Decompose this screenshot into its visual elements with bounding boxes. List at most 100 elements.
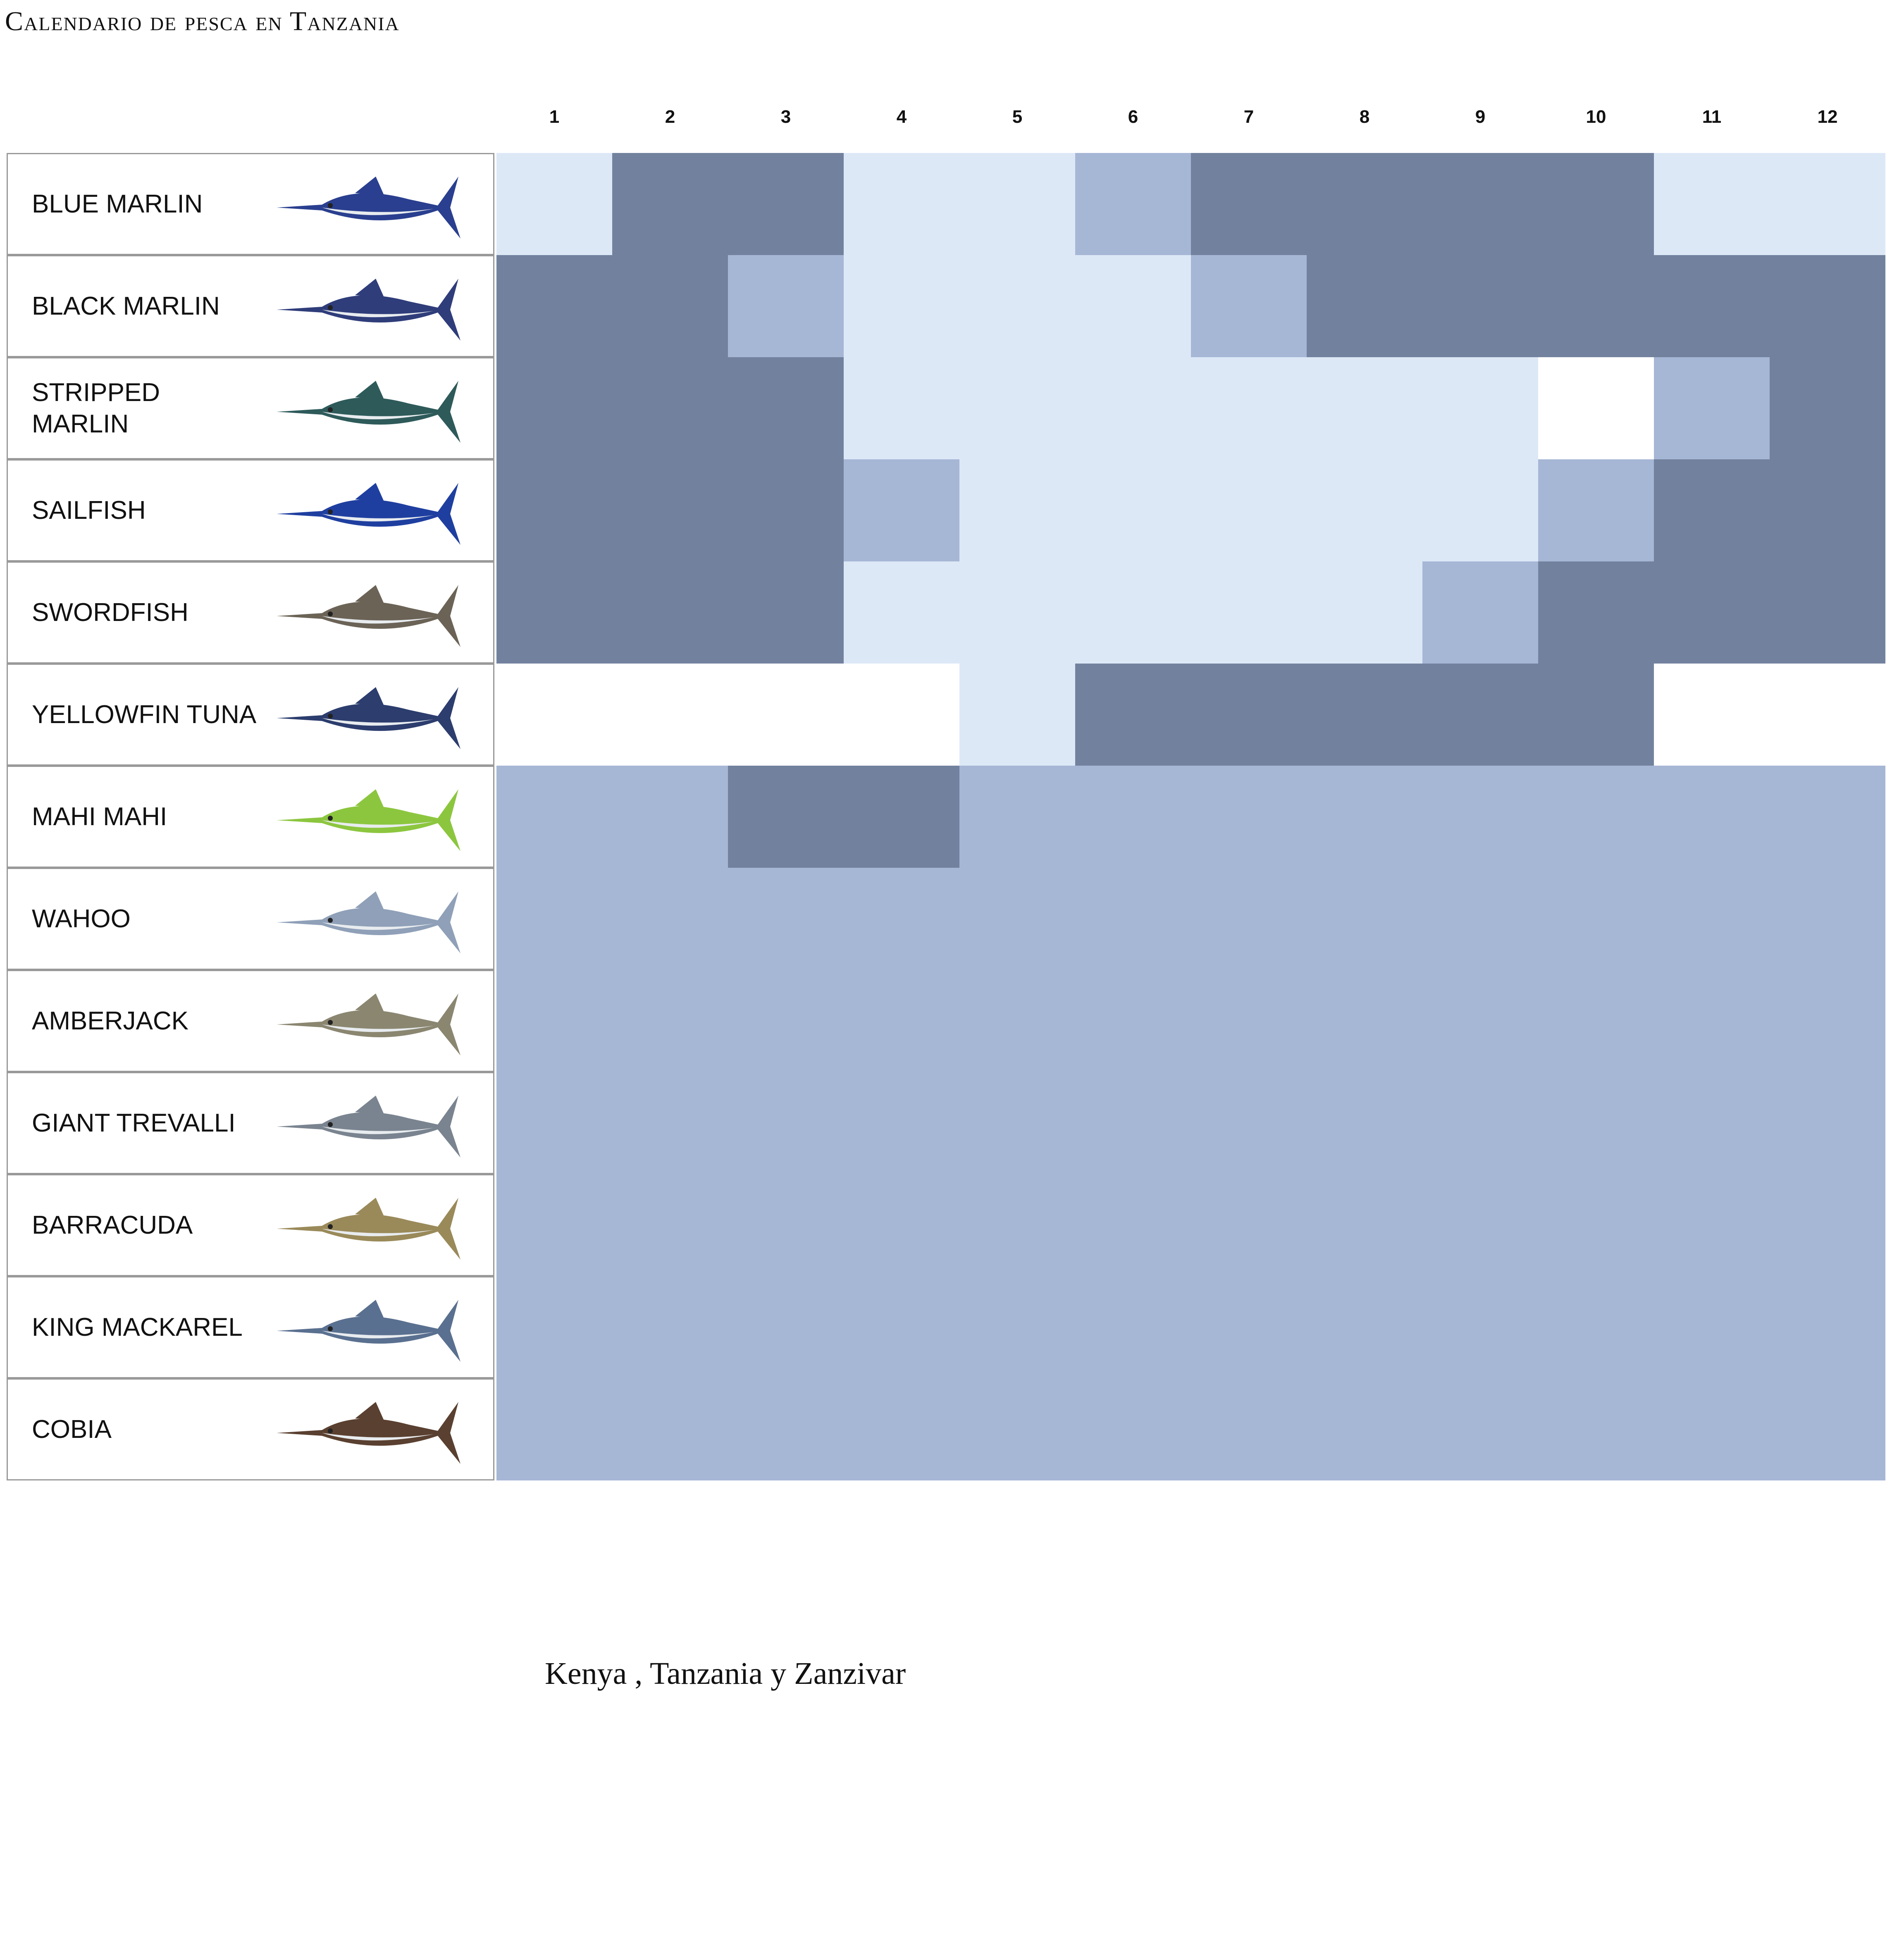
month-label: 2 — [665, 107, 675, 127]
heatmap-cell — [1191, 1072, 1307, 1174]
heatmap-cell — [1654, 868, 1770, 970]
heatmap-cell — [1075, 255, 1191, 357]
heatmap-cell — [1307, 868, 1422, 970]
species-row-label: BLACK MARLIN — [7, 255, 494, 357]
heatmap-cell — [1307, 664, 1422, 766]
heatmap-cell — [1770, 868, 1885, 970]
heatmap-cell — [1191, 766, 1307, 868]
heatmap-cell — [612, 766, 728, 868]
species-row-label: SAILFISH — [7, 459, 494, 561]
heatmap-cell — [1307, 1072, 1422, 1174]
heatmap-cell — [1191, 1378, 1307, 1480]
heatmap-cell — [496, 459, 612, 561]
species-name: BLUE MARLIN — [32, 189, 203, 218]
species-name: MAHI MAHI — [32, 802, 167, 831]
heatmap-cell — [1191, 255, 1307, 357]
month-label: 11 — [1702, 107, 1722, 127]
heatmap-cell — [1538, 153, 1654, 255]
month-label: 6 — [1128, 107, 1138, 127]
month-label: 8 — [1359, 107, 1370, 127]
heatmap-cell — [1307, 1174, 1422, 1276]
heatmap-cell — [1770, 1378, 1885, 1480]
heatmap-cell — [612, 1378, 728, 1480]
heatmap-cell — [1654, 970, 1770, 1072]
fish-illustration-icon — [277, 585, 460, 647]
species-name: WAHOO — [32, 904, 131, 933]
heatmap-cell — [1654, 1378, 1770, 1480]
fish-illustration-icon — [277, 1300, 460, 1362]
month-label: 1 — [549, 107, 560, 127]
month-label: 3 — [780, 107, 791, 127]
heatmap-cell — [1654, 357, 1770, 459]
heatmap-cell — [1075, 1276, 1191, 1378]
heatmap-cell — [612, 1072, 728, 1174]
heatmap-cell — [612, 357, 728, 459]
heatmap-cell — [1075, 664, 1191, 766]
heatmap-cell — [612, 1174, 728, 1276]
heatmap-cell — [959, 459, 1075, 561]
species-name: SWORDFISH — [32, 598, 188, 627]
heatmap-cell — [612, 868, 728, 970]
heatmap-cell — [844, 1174, 959, 1276]
heatmap-cell — [1770, 459, 1885, 561]
heatmap-cell — [1307, 970, 1422, 1072]
heatmap-cell — [1307, 153, 1422, 255]
heatmap-cell — [1770, 357, 1885, 459]
heatmap-cell — [1770, 1072, 1885, 1174]
heatmap-cell — [612, 459, 728, 561]
heatmap-cell — [612, 664, 728, 766]
heatmap-cell — [1770, 1174, 1885, 1276]
heatmap-cell — [844, 1378, 959, 1480]
heatmap-cell — [1538, 1072, 1654, 1174]
species-name: AMBERJACK — [32, 1006, 188, 1035]
species-row-label: MAHI MAHI — [7, 766, 494, 868]
heatmap-cell — [728, 459, 844, 561]
heatmap-cell — [728, 1378, 844, 1480]
heatmap-cell — [1191, 357, 1307, 459]
heatmap-cell — [1538, 561, 1654, 664]
heatmap-cell — [1075, 1072, 1191, 1174]
heatmap-cell — [844, 153, 959, 255]
heatmap-cell — [1654, 459, 1770, 561]
heatmap-cell — [1654, 1276, 1770, 1378]
heatmap-cell — [1422, 766, 1538, 868]
heatmap-cell — [844, 1072, 959, 1174]
heatmap-cell — [496, 1276, 612, 1378]
heatmap-cell — [728, 868, 844, 970]
heatmap-cell — [959, 153, 1075, 255]
heatmap-cell — [1422, 868, 1538, 970]
heatmap-cell — [959, 357, 1075, 459]
heatmap-cell — [1075, 153, 1191, 255]
heatmap-cell — [1422, 255, 1538, 357]
heatmap-cell — [612, 561, 728, 664]
heatmap-cell — [728, 664, 844, 766]
heatmap-cell — [1654, 255, 1770, 357]
heatmap-cell — [1770, 153, 1885, 255]
heatmap-cell — [1075, 766, 1191, 868]
heatmap-cell — [1538, 1174, 1654, 1276]
heatmap-cell — [1538, 664, 1654, 766]
heatmap-cell — [1307, 1378, 1422, 1480]
heatmap-cell — [612, 1276, 728, 1378]
fish-illustration-icon — [277, 381, 460, 443]
fish-illustration-icon — [277, 789, 460, 851]
heatmap-cell — [496, 664, 612, 766]
species-row-label: COBIA — [7, 1378, 494, 1480]
chart-title: Calendario de pesca en Tanzania — [5, 6, 400, 36]
fish-illustration-icon — [277, 1096, 460, 1158]
heatmap-cell — [1770, 766, 1885, 868]
heatmap-cell — [844, 561, 959, 664]
heatmap-cell — [1654, 1174, 1770, 1276]
heatmap-cell — [496, 561, 612, 664]
heatmap-cell — [959, 1378, 1075, 1480]
heatmap-cell — [496, 1378, 612, 1480]
species-row-label: SWORDFISH — [7, 561, 494, 664]
heatmap-cell — [1538, 868, 1654, 970]
heatmap-cell — [1538, 459, 1654, 561]
month-label: 4 — [896, 107, 907, 127]
species-name: BLACK MARLIN — [32, 291, 220, 320]
footer-caption: Kenya , Tanzania y Zanzivar — [545, 1656, 906, 1691]
heatmap-cell — [728, 153, 844, 255]
heatmap-cell — [1191, 868, 1307, 970]
heatmap-cell — [728, 561, 844, 664]
